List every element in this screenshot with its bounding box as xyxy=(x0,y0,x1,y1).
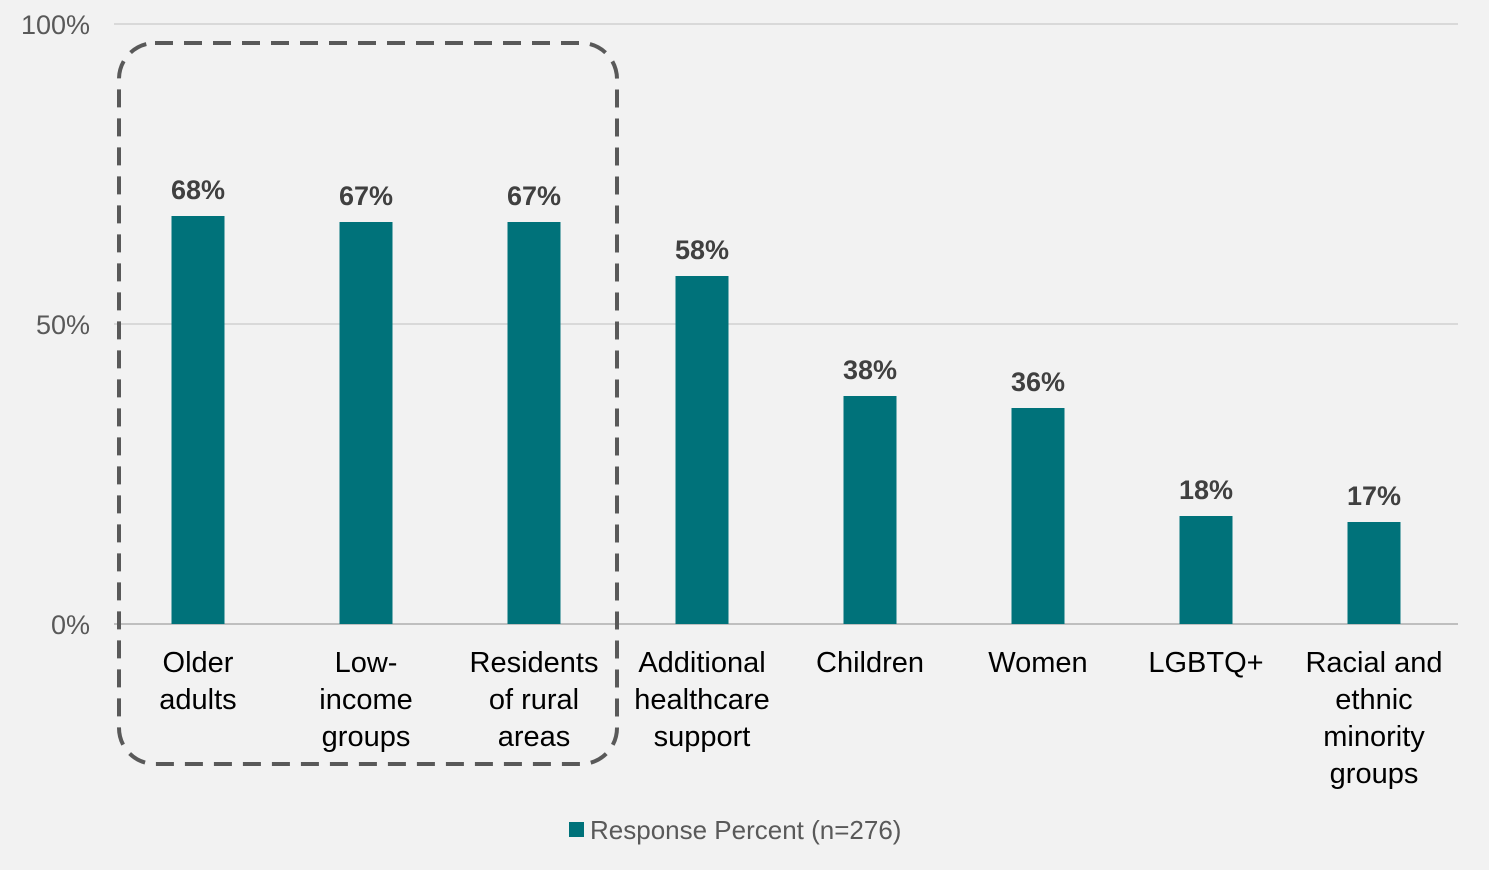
y-axis-tick-labels: 0% 50% 100% xyxy=(21,10,90,640)
category-label: Children xyxy=(816,647,924,679)
category-label: Residents of rural areas xyxy=(470,647,599,753)
data-label: 67% xyxy=(507,181,561,211)
category-label: Racial and ethnic minority groups xyxy=(1305,647,1442,790)
bar xyxy=(171,216,225,624)
data-label: 36% xyxy=(1011,367,1065,397)
bar xyxy=(507,222,561,624)
bar xyxy=(1347,522,1401,624)
bar xyxy=(843,396,897,624)
legend-label: Response Percent (n=276) xyxy=(590,815,901,845)
y-tick-label: 50% xyxy=(36,310,90,340)
legend-swatch xyxy=(569,822,584,837)
data-label: 68% xyxy=(171,175,225,205)
category-label: Women xyxy=(988,647,1087,679)
highlight-box xyxy=(117,41,619,766)
bar xyxy=(1011,408,1065,624)
data-label: 18% xyxy=(1179,475,1233,505)
category-label: Older adults xyxy=(159,647,236,716)
category-label: Low-income groups xyxy=(319,647,413,753)
y-tick-label: 0% xyxy=(51,610,90,640)
x-axis-category-labels: Older adults Low-income groups Residents of r… xyxy=(159,647,1442,790)
data-labels: 68% 67% 67% 58% 38% 36% 18% 17% xyxy=(171,175,1401,511)
bar xyxy=(1179,516,1233,624)
data-label: 17% xyxy=(1347,481,1401,511)
data-label: 67% xyxy=(339,181,393,211)
category-label: LGBTQ+ xyxy=(1148,647,1263,679)
data-label: 58% xyxy=(675,235,729,265)
gridlines xyxy=(114,23,1458,625)
bars xyxy=(171,216,1401,624)
data-label: 38% xyxy=(843,355,897,385)
legend: Response Percent (n=276) xyxy=(569,815,901,845)
category-label: Additional healthcare support xyxy=(634,647,769,753)
y-tick-label: 100% xyxy=(21,10,90,40)
bar xyxy=(675,276,729,624)
bar xyxy=(339,222,393,624)
